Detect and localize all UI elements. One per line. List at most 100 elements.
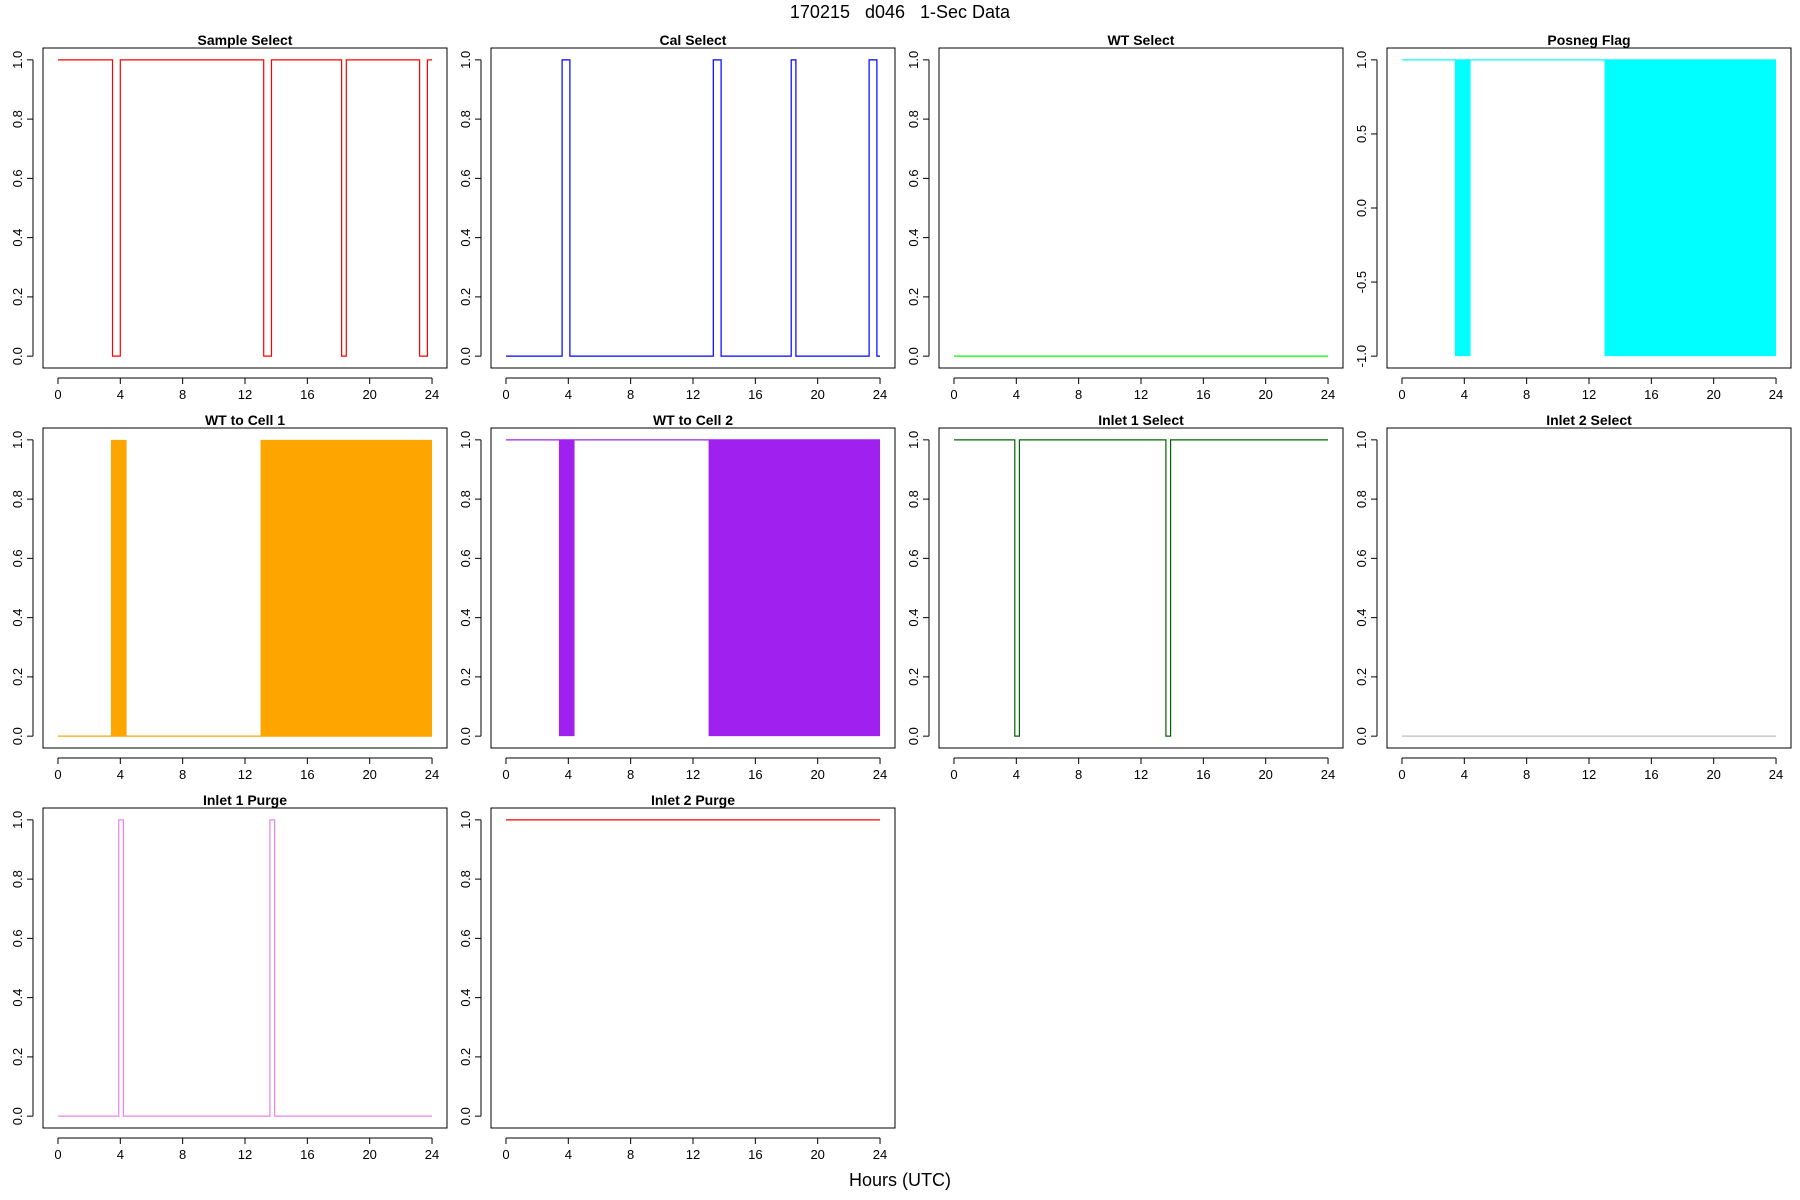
x-tick-label: 24 — [425, 387, 439, 402]
panel-title: Cal Select — [660, 32, 727, 48]
data-layer — [58, 819, 432, 1117]
x-tick-label: 16 — [748, 1147, 762, 1162]
x-tick-label: 24 — [1321, 767, 1335, 782]
y-tick-label: 0.4 — [458, 609, 473, 627]
x-tick-label: 20 — [1706, 767, 1720, 782]
y-tick-label: 0.6 — [458, 549, 473, 567]
y-tick-label: 0.4 — [906, 229, 921, 247]
y-tick-label: 0.0 — [458, 727, 473, 745]
x-tick-label: 12 — [238, 387, 252, 402]
y-tick-label: 0.6 — [10, 929, 25, 947]
y-tick-label: 0.4 — [906, 609, 921, 627]
x-tick-label: 0 — [54, 1147, 61, 1162]
x-tick-label: 16 — [1196, 387, 1210, 402]
y-tick-label: 0.8 — [458, 490, 473, 508]
x-tick-label: 0 — [502, 1147, 509, 1162]
x-tick-label: 24 — [425, 767, 439, 782]
x-tick-label: 8 — [179, 1147, 186, 1162]
panel-title: WT to Cell 1 — [205, 412, 285, 428]
plot-frame — [42, 47, 448, 369]
y-tick-label: 0.6 — [10, 549, 25, 567]
data-layer — [1401, 59, 1777, 357]
plot-frame — [938, 427, 1344, 749]
data-layer — [58, 59, 432, 357]
x-tick-label: 4 — [117, 767, 124, 782]
y-tick-label: 0.0 — [1354, 727, 1369, 745]
x-tick-label: 20 — [810, 387, 824, 402]
x-tick-label: 16 — [1644, 767, 1658, 782]
y-tick-label: 0.0 — [10, 347, 25, 365]
x-tick-label: 0 — [54, 767, 61, 782]
x-tick-label: 12 — [1134, 387, 1148, 402]
y-tick-label: 0.4 — [10, 989, 25, 1007]
x-tick-label: 16 — [1644, 387, 1658, 402]
y-tick-label: 0.2 — [10, 288, 25, 306]
x-tick-label: 8 — [1523, 767, 1530, 782]
x-tick-label: 8 — [627, 387, 634, 402]
x-tick-label: 24 — [1769, 767, 1783, 782]
panel-title: Inlet 1 Select — [1098, 412, 1184, 428]
plot-frame — [1386, 427, 1792, 749]
x-tick-label: 4 — [565, 767, 572, 782]
plot-frame — [42, 807, 448, 1129]
y-tick-label: 0.0 — [906, 727, 921, 745]
x-tick-label: 20 — [362, 767, 376, 782]
y-tick-label: 0.6 — [906, 169, 921, 187]
filled-interval — [1454, 59, 1471, 357]
y-tick-label: 0.5 — [1354, 125, 1369, 143]
y-tick-label: 0.6 — [458, 169, 473, 187]
x-tick-label: 12 — [1134, 767, 1148, 782]
y-tick-label: 0.2 — [458, 668, 473, 686]
data-layer — [57, 439, 433, 737]
y-tick-label: 0.8 — [10, 490, 25, 508]
x-tick-label: 4 — [1461, 387, 1468, 402]
x-tick-label: 8 — [179, 767, 186, 782]
x-tick-label: 0 — [502, 767, 509, 782]
x-tick-label: 8 — [627, 1147, 634, 1162]
x-tick-label: 16 — [1196, 767, 1210, 782]
filled-interval — [110, 439, 127, 737]
plot-frame — [938, 47, 1344, 369]
y-tick-label: 0.2 — [458, 1048, 473, 1066]
x-tick-label: 24 — [1321, 387, 1335, 402]
x-tick-label: 16 — [300, 767, 314, 782]
x-tick-label: 8 — [179, 387, 186, 402]
x-axis-label: Hours (UTC) — [849, 1170, 951, 1190]
y-tick-label: 0.6 — [458, 929, 473, 947]
plot-frame — [42, 427, 448, 749]
x-tick-label: 0 — [502, 387, 509, 402]
y-tick-label: 1.0 — [458, 431, 473, 449]
y-tick-label: 0.8 — [906, 490, 921, 508]
panel-title: Inlet 2 Select — [1546, 412, 1632, 428]
filled-interval — [558, 439, 575, 737]
panel-wt-to-cell-1: WT to Cell 1 0 4 8 12 16 20 24 0.0 0.2 0.4 0.6 0.8 1.… — [10, 412, 448, 782]
x-tick-label: 16 — [748, 387, 762, 402]
series-line — [58, 819, 432, 1117]
y-tick-label: 0.0 — [906, 347, 921, 365]
x-tick-label: 0 — [54, 387, 61, 402]
x-tick-label: 20 — [810, 1147, 824, 1162]
panel-title: Inlet 2 Purge — [651, 792, 735, 808]
x-tick-label: 20 — [362, 1147, 376, 1162]
y-tick-label: 0.0 — [458, 1107, 473, 1125]
x-tick-label: 4 — [1013, 767, 1020, 782]
x-tick-label: 4 — [565, 1147, 572, 1162]
filled-interval — [260, 439, 433, 737]
figure-title: 170215 d046 1-Sec Data — [789, 2, 1011, 22]
y-tick-label: 0.4 — [458, 989, 473, 1007]
x-tick-label: 20 — [1258, 387, 1272, 402]
y-tick-label: 0.0 — [1354, 199, 1369, 217]
y-tick-label: 0.4 — [10, 229, 25, 247]
panel-inlet-2-purge: Inlet 2 Purge 0 4 8 12 16 20 24 0.0 0.2 0.4 0.6 0.8 1… — [458, 792, 896, 1162]
x-tick-label: 12 — [1582, 767, 1596, 782]
plot-frame — [490, 807, 896, 1129]
panel-wt-select: WT Select 0 4 8 12 16 20 24 0.0 0.2 0.4 0.6 0.8 1.0 — [906, 32, 1344, 402]
x-tick-label: 12 — [686, 387, 700, 402]
x-tick-label: 12 — [238, 767, 252, 782]
x-tick-label: 20 — [810, 767, 824, 782]
panel-title: WT Select — [1108, 32, 1175, 48]
panel-sample-select: Sample Select 0 4 8 12 16 20 24 0.0 0.2 0.4 0.6 0.8 1… — [10, 32, 448, 402]
filled-interval — [708, 439, 881, 737]
x-tick-label: 24 — [1769, 387, 1783, 402]
